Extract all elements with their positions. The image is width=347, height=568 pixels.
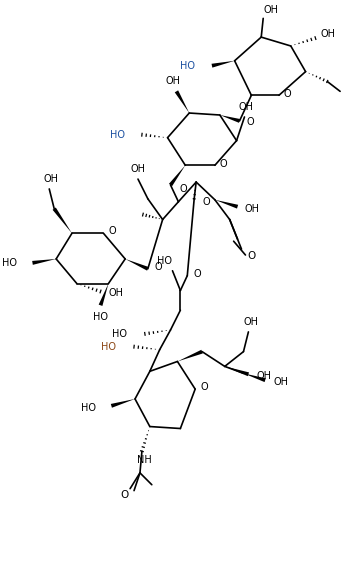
Text: OH: OH — [257, 371, 272, 381]
Polygon shape — [125, 259, 149, 270]
Text: O: O — [200, 382, 208, 392]
Polygon shape — [225, 366, 249, 376]
Polygon shape — [215, 200, 238, 208]
Text: O: O — [202, 197, 210, 207]
Text: O: O — [108, 226, 116, 236]
Polygon shape — [169, 165, 185, 186]
Text: O: O — [247, 251, 255, 261]
Text: OH: OH — [264, 5, 279, 15]
Text: OH: OH — [239, 102, 254, 112]
Text: O: O — [246, 117, 254, 127]
Polygon shape — [212, 61, 235, 68]
Text: HO: HO — [81, 403, 95, 413]
Text: OH: OH — [321, 29, 336, 39]
Text: O: O — [179, 184, 187, 194]
Text: HO: HO — [2, 258, 17, 268]
Polygon shape — [220, 115, 240, 123]
Text: O: O — [155, 262, 162, 272]
Text: NH: NH — [136, 455, 151, 465]
Polygon shape — [32, 259, 56, 265]
Text: HO: HO — [158, 256, 172, 266]
Polygon shape — [53, 207, 72, 233]
Text: OH: OH — [273, 377, 288, 387]
Polygon shape — [244, 373, 266, 382]
Text: OH: OH — [130, 164, 145, 174]
Text: O: O — [220, 159, 227, 169]
Text: O: O — [193, 269, 201, 279]
Text: OH: OH — [109, 289, 124, 298]
Polygon shape — [99, 283, 108, 306]
Text: HO: HO — [101, 342, 116, 352]
Text: O: O — [284, 89, 291, 99]
Text: OH: OH — [244, 317, 259, 327]
Text: HO: HO — [180, 61, 195, 70]
Text: HO: HO — [112, 329, 127, 339]
Text: OH: OH — [245, 204, 260, 214]
Polygon shape — [177, 350, 203, 361]
Text: O: O — [120, 490, 128, 500]
Text: OH: OH — [44, 174, 59, 184]
Polygon shape — [175, 90, 189, 113]
Text: HO: HO — [110, 130, 125, 140]
Text: HO: HO — [93, 312, 108, 322]
Polygon shape — [111, 399, 135, 408]
Text: OH: OH — [166, 77, 181, 86]
